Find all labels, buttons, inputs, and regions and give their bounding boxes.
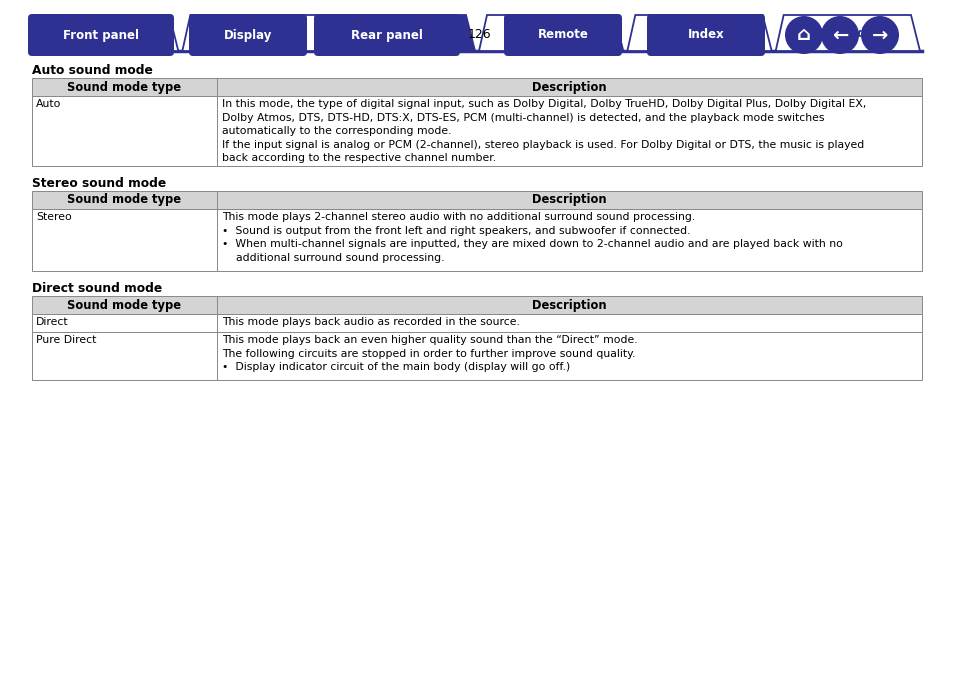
Text: Contents: Contents: [75, 26, 135, 40]
Bar: [32, 78, 921, 96]
Polygon shape: [478, 15, 622, 51]
Text: ←: ←: [831, 26, 847, 44]
Text: Remote: Remote: [537, 28, 588, 42]
Text: Sound mode type: Sound mode type: [68, 81, 181, 94]
Text: Settings: Settings: [522, 26, 578, 40]
Bar: [32, 96, 921, 166]
Circle shape: [784, 16, 822, 54]
Text: Auto sound mode: Auto sound mode: [32, 64, 152, 77]
FancyBboxPatch shape: [646, 14, 764, 56]
Polygon shape: [34, 15, 178, 51]
Polygon shape: [627, 15, 771, 51]
Text: Display: Display: [224, 28, 272, 42]
Circle shape: [861, 16, 898, 54]
Text: Pure Direct: Pure Direct: [36, 335, 96, 345]
Text: This mode plays back an even higher quality sound than the “Direct” mode.
The fo: This mode plays back an even higher qual…: [222, 335, 637, 372]
Circle shape: [821, 16, 858, 54]
Text: Direct: Direct: [36, 317, 69, 327]
Text: Sound mode type: Sound mode type: [68, 299, 181, 312]
Text: ⌂: ⌂: [796, 26, 810, 44]
Text: Stereo: Stereo: [36, 212, 71, 222]
Bar: [32, 296, 921, 314]
Text: Playback: Playback: [373, 26, 432, 40]
Bar: [32, 191, 921, 209]
Text: Sound mode type: Sound mode type: [68, 194, 181, 207]
Text: Front panel: Front panel: [63, 28, 139, 42]
Text: 126: 126: [467, 28, 490, 42]
FancyBboxPatch shape: [314, 14, 459, 56]
Text: Rear panel: Rear panel: [351, 28, 422, 42]
Text: Tips: Tips: [684, 26, 712, 40]
Bar: [32, 209, 921, 271]
Text: Description: Description: [532, 194, 606, 207]
Text: Appendix: Appendix: [816, 26, 878, 40]
Text: Direct sound mode: Direct sound mode: [32, 282, 162, 295]
Polygon shape: [182, 15, 326, 51]
Bar: [32, 332, 921, 380]
Polygon shape: [775, 15, 919, 51]
FancyBboxPatch shape: [503, 14, 621, 56]
Text: Stereo sound mode: Stereo sound mode: [32, 177, 166, 190]
Text: Connections: Connections: [213, 26, 294, 40]
Text: This mode plays 2-channel stereo audio with no additional surround sound process: This mode plays 2-channel stereo audio w…: [222, 212, 842, 262]
Polygon shape: [331, 15, 475, 51]
Text: Index: Index: [687, 28, 723, 42]
FancyBboxPatch shape: [189, 14, 307, 56]
Text: Description: Description: [532, 299, 606, 312]
Text: This mode plays back audio as recorded in the source.: This mode plays back audio as recorded i…: [222, 317, 519, 327]
Bar: [32, 314, 921, 332]
Text: In this mode, the type of digital signal input, such as Dolby Digital, Dolby Tru: In this mode, the type of digital signal…: [222, 99, 865, 164]
FancyBboxPatch shape: [28, 14, 173, 56]
Text: Description: Description: [532, 81, 606, 94]
Text: →: →: [871, 26, 887, 44]
Text: Auto: Auto: [36, 99, 61, 109]
